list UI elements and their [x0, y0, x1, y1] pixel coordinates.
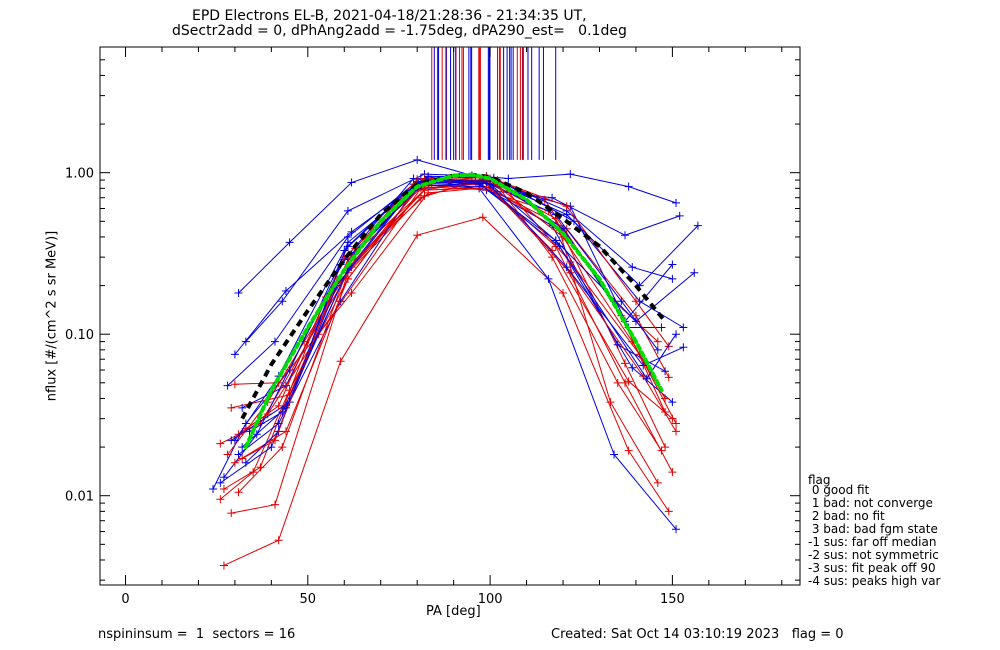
series-line	[238, 180, 659, 455]
data-point	[668, 468, 677, 477]
footer-left: nspininsum = 1 sectors = 16	[98, 627, 296, 642]
data-point	[241, 458, 250, 467]
legend-entry: 1 bad: not converge	[808, 496, 933, 510]
data-point	[219, 485, 228, 494]
series-line	[223, 216, 670, 566]
data-point	[672, 419, 681, 428]
series-line	[241, 176, 677, 448]
series-line	[212, 183, 677, 530]
chart-title: EPD Electrons EL-B, 2021-04-18/21:28:36 …	[192, 8, 587, 24]
legend-entry: -1 sus: far off median	[808, 535, 937, 549]
data-point	[209, 485, 218, 494]
legend-title: flag	[808, 473, 831, 487]
data-point	[679, 323, 688, 332]
data-point	[219, 561, 228, 570]
data-point	[672, 330, 681, 339]
series-line	[223, 186, 659, 490]
series-line	[234, 175, 684, 355]
marks-layer	[209, 47, 702, 570]
sector-series	[234, 176, 662, 459]
data-point	[653, 337, 662, 346]
sector-series	[238, 173, 681, 452]
legend-entry: -2 sus: not symmetric	[808, 548, 939, 562]
x-axis-label: PA [deg]	[426, 604, 481, 619]
data-point	[227, 509, 236, 518]
sector-series	[219, 174, 670, 482]
series-line	[234, 181, 684, 441]
data-point	[230, 436, 239, 445]
legend-entry: 3 bad: bad fgm state	[808, 522, 938, 536]
data-point	[227, 403, 236, 412]
x-tick-label: 0	[121, 592, 129, 607]
plot-frame	[99, 46, 801, 586]
fit-series	[243, 172, 664, 450]
series-line	[243, 172, 664, 450]
data-point	[661, 367, 670, 376]
series-line	[245, 182, 673, 430]
y-tick-label: 0.10	[65, 328, 94, 343]
data-point	[230, 458, 239, 467]
legend-entry: -3 sus: fit peak off 90	[808, 561, 936, 575]
y-tick-label: 1.00	[65, 167, 94, 182]
data-point	[672, 525, 681, 534]
y-tick-label: 0.01	[65, 490, 94, 505]
x-tick-label: 150	[660, 592, 685, 607]
sector-series	[238, 183, 681, 463]
data-point	[238, 454, 247, 463]
series-line	[241, 186, 677, 459]
series-line	[234, 177, 666, 464]
sector-series	[245, 176, 666, 436]
axes-layer: 0 50 100 150 0.01 0.10 1.00	[65, 46, 800, 607]
data-point	[653, 478, 662, 487]
data-point	[653, 345, 662, 354]
chart-subtitle: dSectr2add = 0, dPhAng2add = -1.75deg, d…	[172, 23, 627, 39]
data-point	[672, 198, 681, 207]
footer-right: Created: Sat Oct 14 03:10:19 2023 flag =…	[551, 627, 844, 642]
data-point	[679, 343, 688, 352]
series-line	[234, 187, 659, 385]
series-line	[238, 178, 677, 493]
legend-entry: 2 bad: no fit	[808, 509, 885, 523]
y-axis-label: nflux [#/(cm^2 s sr MeV)]	[44, 230, 60, 402]
sector-series	[241, 179, 677, 433]
x-tick-label: 50	[300, 592, 317, 607]
legend-entry: 0 good fit	[808, 483, 870, 497]
data-point	[672, 427, 681, 436]
sector-series	[219, 213, 673, 570]
sector-series	[227, 174, 670, 518]
x-tick-label: 100	[478, 592, 503, 607]
series-line	[223, 177, 666, 478]
data-point	[216, 478, 225, 487]
sector-series	[209, 180, 681, 534]
legend-entry: -4 sus: peaks high var	[808, 574, 941, 588]
